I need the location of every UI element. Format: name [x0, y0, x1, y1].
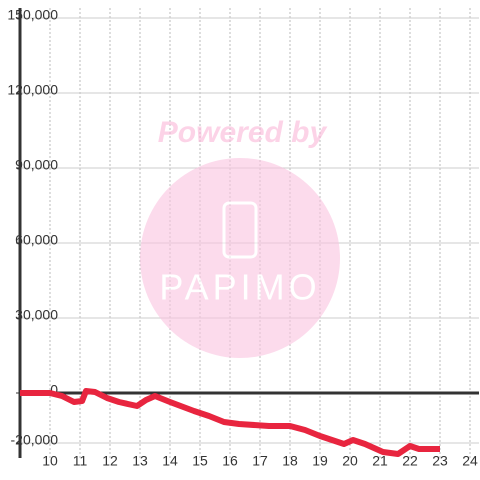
x-tick-label: 22 [402, 453, 418, 469]
x-tick-label: 23 [432, 453, 448, 469]
watermark: Powered by PAPIMO [140, 116, 340, 358]
y-tick-label: 30,000 [15, 307, 58, 323]
x-tick-label: 11 [73, 453, 88, 469]
y-tick-label: 0 [50, 382, 58, 398]
x-tick-label: 14 [162, 453, 178, 469]
watermark-text: PAPIMO [159, 267, 320, 308]
x-tick-label: 21 [372, 453, 388, 469]
x-tick-label: 19 [312, 453, 328, 469]
x-tick-label: 18 [282, 453, 298, 469]
y-tick-label: 90,000 [15, 157, 58, 173]
x-tick-label: 13 [132, 453, 148, 469]
x-tick-label: 10 [42, 453, 58, 469]
x-tick-label: 12 [102, 453, 118, 469]
y-tick-label: 120,000 [7, 82, 58, 98]
y-tick-label: -20,000 [11, 432, 59, 448]
watermark-text: Powered by [158, 116, 328, 149]
x-tick-label: 24 [462, 453, 478, 469]
x-tick-label: 17 [252, 453, 268, 469]
x-tick-label: 20 [342, 453, 358, 469]
y-tick-label: 60,000 [15, 232, 58, 248]
x-tick-label: 16 [222, 453, 238, 469]
x-tick-label: 15 [192, 453, 208, 469]
line-series [20, 388, 440, 457]
watermark-icon [222, 201, 258, 259]
y-tick-label: 150,000 [7, 7, 58, 23]
